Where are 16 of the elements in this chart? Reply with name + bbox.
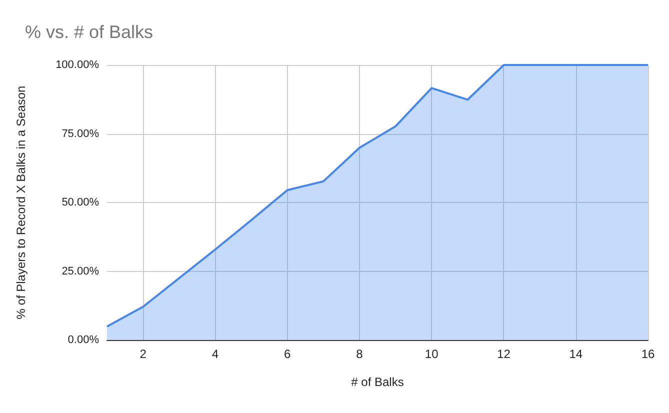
x-tick-label: 8	[356, 347, 364, 361]
x-tick-label: 10	[424, 347, 439, 361]
y-tick-label: 75.00%	[62, 128, 100, 140]
x-tick-label: 2	[140, 347, 147, 361]
x-axis-title: # of Balks	[351, 375, 404, 389]
y-tick-label: 100.00%	[56, 59, 100, 71]
y-tick-label: 0.00%	[68, 334, 100, 346]
x-tick-label: 4	[212, 347, 219, 361]
x-tick-label: 6	[284, 347, 291, 361]
y-axis-title: % of Players to Record X Balks in a Season	[14, 86, 28, 320]
x-tick-label: 14	[569, 347, 583, 361]
y-tick-label: 50.00%	[62, 196, 100, 208]
x-tick-label: 12	[497, 347, 511, 361]
x-tick-label: 16	[641, 347, 655, 361]
chart-title: % vs. # of Balks	[25, 22, 154, 42]
y-tick-label: 25.00%	[62, 265, 100, 278]
